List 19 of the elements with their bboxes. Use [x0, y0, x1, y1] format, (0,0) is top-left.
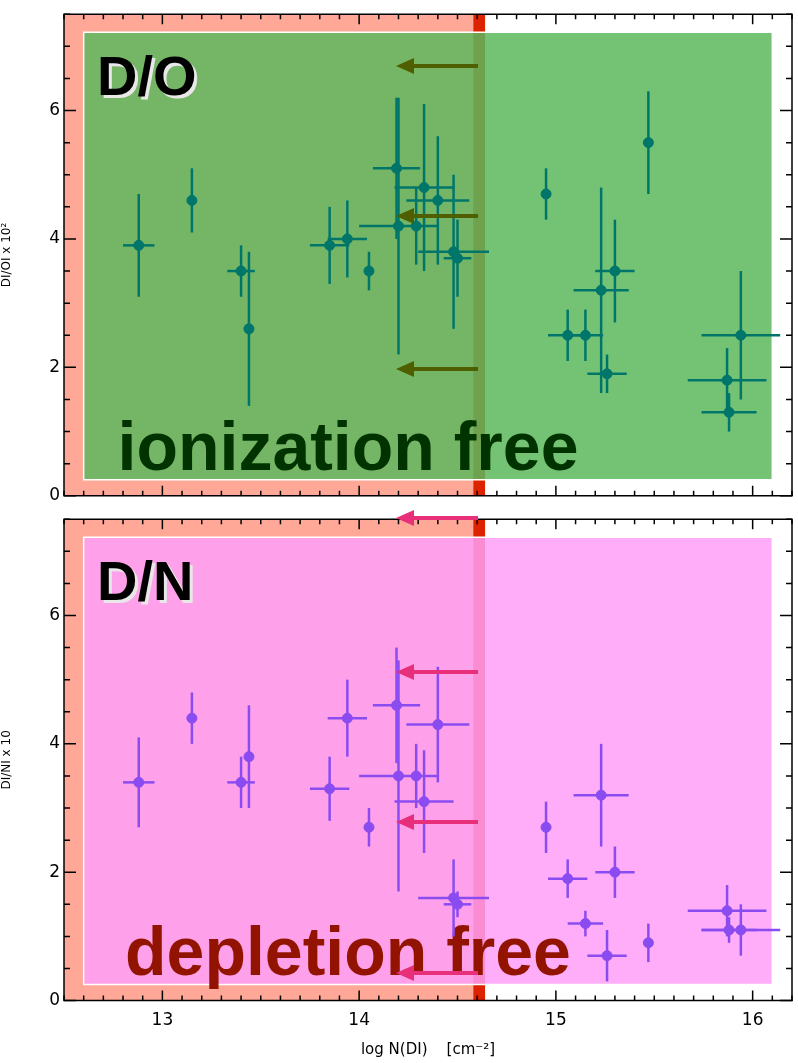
x-tick-label: 15 [545, 1009, 567, 1030]
x-axis-title: log N(DI) [cm⁻²] [360, 1039, 496, 1058]
y-tick-label: 2 [49, 860, 60, 881]
y-tick-label: 2 [49, 355, 60, 376]
x-tick-label: 16 [741, 1009, 764, 1030]
y-tick-label: 6 [49, 603, 60, 624]
y-tick-label: 0 [49, 484, 60, 505]
band-label: depletion free [125, 912, 571, 989]
y-axis-title: DI/NI x 10 [0, 730, 14, 790]
x-tick-label: 13 [151, 1009, 174, 1030]
y-tick-label: 4 [49, 732, 60, 753]
annotation: D/O [100, 46, 200, 110]
y-axis-title: DI/OI x 10² [0, 222, 14, 288]
y-tick-label: 4 [49, 227, 60, 248]
y-tick-label: 6 [49, 98, 60, 119]
x-tick-label: 14 [348, 1009, 370, 1030]
y-tick-label: 0 [49, 989, 60, 1010]
band-label: ionization free [117, 407, 579, 484]
annotation: D/N [100, 551, 197, 615]
